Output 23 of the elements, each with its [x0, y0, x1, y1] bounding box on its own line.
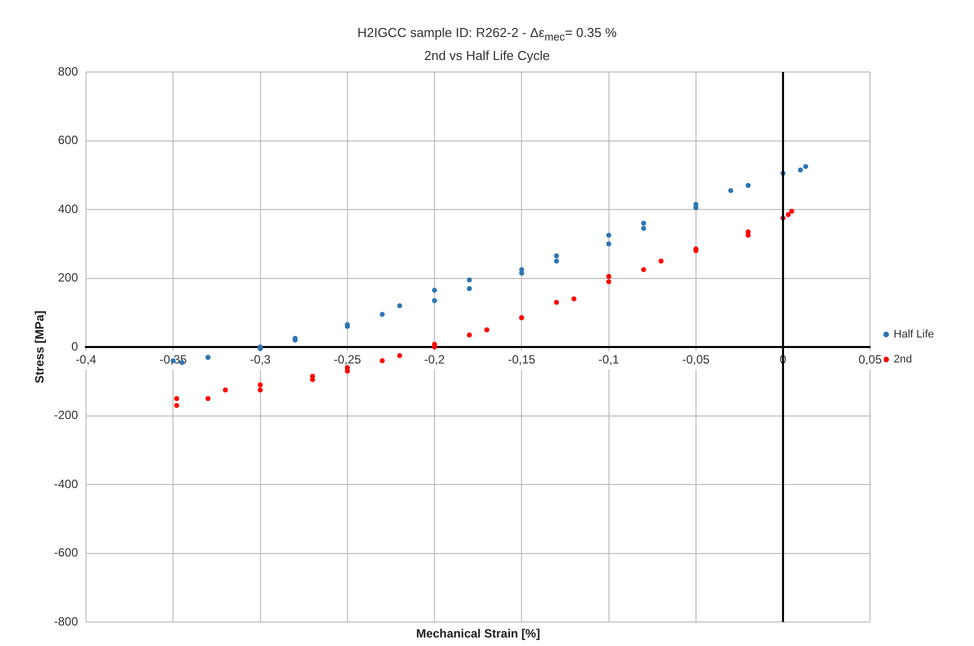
y-tick-label: 400	[58, 202, 78, 216]
x-tick-label: -0,2	[424, 352, 446, 367]
x-tick-label: 0,05	[858, 352, 882, 367]
y-tick-label: -200	[54, 408, 78, 422]
x-axis-title: Mechanical Strain [%]	[416, 626, 540, 640]
y-axis-title: Stress [MPa]	[32, 310, 46, 384]
x-tick-label: -0,25	[334, 352, 362, 367]
legend-label: Half Life	[894, 328, 934, 341]
y-tick-label: 600	[58, 133, 78, 148]
y-tick-label: -600	[54, 546, 78, 560]
legend-label: 2nd	[894, 354, 912, 366]
y-tick-label: -400	[54, 476, 78, 491]
x-tick-label: -0,3	[250, 352, 271, 367]
y-tick-label: 0	[71, 339, 78, 354]
x-tick-label: -0,4	[76, 352, 97, 367]
x-tick-label: -0,1	[598, 352, 620, 367]
x-tick-label: -0,05	[682, 352, 710, 367]
x-tick-label: -0,15	[508, 352, 536, 367]
y-tick-label: -800	[54, 614, 78, 628]
chart-subtitle: 2nd vs Half Life Cycle	[423, 46, 551, 65]
y-tick-label: 200	[58, 270, 78, 285]
y-tick-label: 800	[58, 64, 78, 78]
chart-title: H2IGCC sample ID: R262-2 - Δε$_{mec}$= 0.35 %	[356, 24, 618, 46]
